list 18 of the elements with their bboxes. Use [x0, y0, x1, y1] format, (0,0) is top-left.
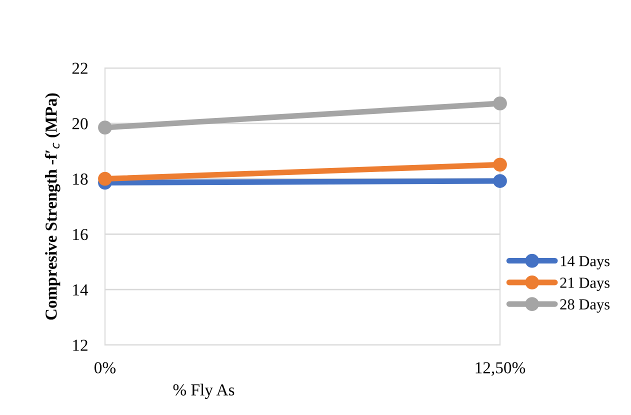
- x-tick-label: 0%: [94, 362, 116, 374]
- y-tick-label: 12: [73, 340, 88, 351]
- legend-label: 14 Days: [560, 256, 610, 270]
- legend-label: 21 Days: [560, 278, 610, 292]
- y-tick-label: 22: [72, 62, 88, 74]
- y-axis-title: Compresive Strength -f′$_{c}$ (MPa): [44, 93, 60, 320]
- y-tick-label: 18: [73, 174, 88, 185]
- x-axis-title: % Fly As: [173, 384, 234, 399]
- point: [493, 158, 507, 172]
- point: [493, 174, 507, 188]
- point: [98, 120, 112, 134]
- y-tick-label: 14: [73, 284, 88, 296]
- x-tick-label: 12,50%: [476, 362, 526, 376]
- y-tick-label: 16: [73, 228, 88, 240]
- point: [98, 172, 112, 186]
- legend-label: 28 Days: [560, 299, 610, 313]
- y-tick-label: 20: [72, 118, 88, 130]
- point: [493, 96, 507, 110]
